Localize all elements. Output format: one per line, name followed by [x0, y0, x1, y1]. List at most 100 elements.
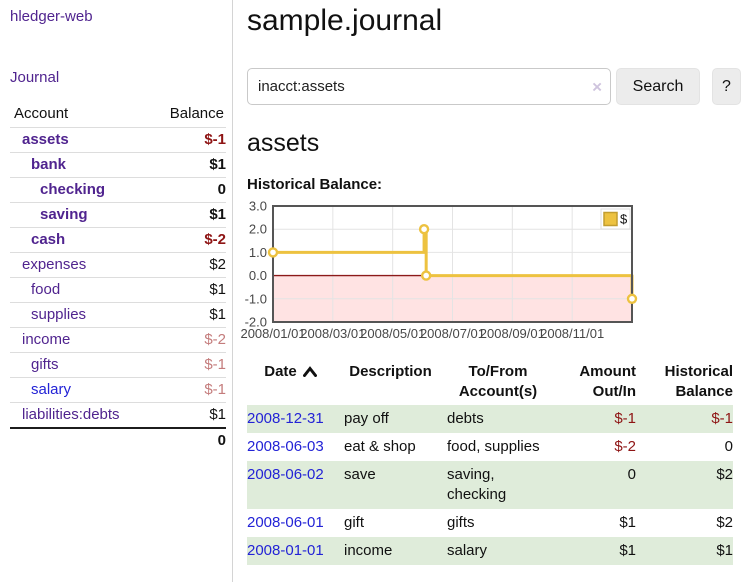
transaction-date-link[interactable]: 2008-12-31: [247, 410, 324, 427]
register-header-historical-balance: Historical Balance: [636, 359, 733, 405]
transaction-amount: $-1: [614, 410, 636, 427]
y-axis-tick-label: 3.0: [249, 199, 267, 214]
account-balance: $1: [209, 281, 226, 298]
register-header-date[interactable]: Date: [247, 359, 344, 405]
account-link-salary[interactable]: salary: [31, 381, 72, 398]
account-balance: $1: [209, 306, 226, 323]
x-axis-tick-label: 2008/01/01: [240, 326, 305, 341]
register-header-to-from-account-s: To/From Account(s): [447, 359, 559, 405]
transaction-amount: 0: [627, 466, 636, 483]
transaction-amount: $1: [619, 514, 636, 531]
account-row: saving $1: [10, 202, 226, 228]
account-balance: $-1: [204, 381, 226, 398]
register-row: 2008-06-02 save saving, checking 0 $2: [247, 461, 733, 509]
account-balance: $-1: [204, 131, 226, 148]
account-balance: $-1: [204, 356, 226, 373]
account-link-expenses[interactable]: expenses: [22, 256, 87, 273]
data-point-marker: [267, 247, 279, 258]
y-axis-tick-label: 0.0: [249, 268, 267, 283]
accounts-header-row: Account Balance: [10, 101, 226, 128]
account-balance: $1: [209, 206, 226, 223]
sort-ascending-icon: [302, 366, 317, 377]
accounts-header-account: Account: [14, 105, 69, 122]
transaction-accounts: saving, checking: [447, 466, 507, 503]
register-header-label: Amount Out/In: [579, 363, 636, 400]
account-link-supplies[interactable]: supplies: [31, 306, 87, 323]
account-balance: $-2: [204, 331, 226, 348]
transaction-amount: $-2: [614, 438, 636, 455]
account-link-gifts[interactable]: gifts: [31, 356, 59, 373]
sidebar-nav: Journal: [10, 69, 226, 87]
search-field-wrap: ×: [247, 68, 611, 105]
account-link-assets[interactable]: assets: [22, 131, 69, 148]
register-header-label: Description: [349, 363, 432, 380]
account-link-bank[interactable]: bank: [31, 156, 67, 173]
account-row: checking 0: [10, 177, 226, 203]
search-bar: × Search ?: [247, 68, 742, 105]
transaction-date-link[interactable]: 2008-06-01: [247, 514, 324, 531]
register-row: 2008-06-03 eat & shop food, supplies $-2 0: [247, 433, 733, 461]
account-row: liabilities:debts $1: [10, 402, 226, 429]
transaction-amount: $1: [619, 542, 636, 559]
transaction-description: gift: [344, 514, 365, 531]
register-row: 2008-06-01 gift gifts $1 $2: [247, 509, 733, 537]
x-axis-tick-label: 2008/05/01: [360, 326, 425, 341]
legend-label: $: [620, 212, 628, 227]
register-header-description: Description: [344, 359, 447, 405]
register-header-amount-out-in: Amount Out/In: [559, 359, 636, 405]
transaction-accounts: food, supplies: [447, 438, 540, 455]
account-balance: 0: [217, 181, 226, 198]
plot-border: [272, 205, 633, 323]
x-axis-tick-label: 2008/03/01: [300, 326, 365, 341]
y-axis-tick-label: -1.0: [245, 291, 267, 306]
accounts-total-row: 0: [10, 428, 226, 453]
account-link-saving[interactable]: saving: [40, 206, 88, 223]
register-header-row: Date Description To/From Account(s) Amount …: [247, 359, 733, 405]
accounts-total-spacer: [10, 428, 149, 453]
chart-canvas: 3.0 2.0 1.0 0.0 -1.0 -2.02008/01/012008/03/01…: [240, 199, 638, 341]
transaction-description: pay off: [344, 410, 389, 427]
clear-search-icon[interactable]: ×: [592, 77, 602, 96]
transaction-date-link[interactable]: 2008-01-01: [247, 542, 324, 559]
accounts-table: Account Balance assets $-1 bank $1 checking 0…: [10, 101, 226, 453]
transaction-description: eat & shop: [344, 438, 416, 455]
transaction-date-link[interactable]: 2008-06-02: [247, 466, 324, 483]
data-point-marker: [626, 293, 638, 305]
x-axis-tick-label: 2008/07/01: [420, 326, 485, 341]
help-button[interactable]: ?: [712, 68, 741, 105]
data-point-marker: [420, 270, 432, 281]
data-point-marker: [418, 224, 430, 235]
transaction-accounts: gifts: [447, 514, 475, 531]
account-link-checking[interactable]: checking: [40, 181, 106, 198]
legend-swatch-icon: [603, 211, 618, 227]
transaction-balance: $-1: [711, 410, 733, 427]
account-link-food[interactable]: food: [31, 281, 61, 298]
x-axis-tick-label: 2008/09/01: [480, 326, 545, 341]
account-heading: assets: [247, 129, 320, 157]
account-link-liabilities-debts[interactable]: liabilities:debts: [22, 406, 120, 423]
account-link-income[interactable]: income: [22, 331, 71, 348]
sidebar-item-journal[interactable]: Journal: [10, 69, 60, 86]
page-title: sample.journal: [247, 4, 443, 37]
register-table: Date Description To/From Account(s) Amount …: [247, 359, 733, 565]
transaction-balance: $2: [716, 514, 733, 531]
transaction-balance: $1: [716, 542, 733, 559]
register-row: 2008-12-31 pay off debts $-1 $-1: [247, 405, 733, 433]
account-balance: $-2: [204, 231, 226, 248]
sidebar: hledger-web Journal Account Balance asse…: [0, 0, 233, 582]
account-balance: $1: [209, 406, 226, 423]
account-row: cash $-2: [10, 227, 226, 253]
account-row: salary $-1: [10, 377, 226, 403]
search-button[interactable]: Search: [616, 68, 700, 105]
transaction-description: save: [344, 466, 376, 483]
y-axis-tick-label: -2.0: [245, 315, 267, 330]
account-row: food $1: [10, 277, 226, 303]
transaction-date-link[interactable]: 2008-06-03: [247, 438, 324, 455]
search-input[interactable]: [247, 68, 611, 105]
account-balance: $2: [209, 256, 226, 273]
accounts-total-balance: 0: [217, 432, 226, 449]
account-link-cash[interactable]: cash: [31, 231, 66, 248]
account-row: income $-2: [10, 327, 226, 353]
app-title-link[interactable]: hledger-web: [10, 8, 93, 25]
